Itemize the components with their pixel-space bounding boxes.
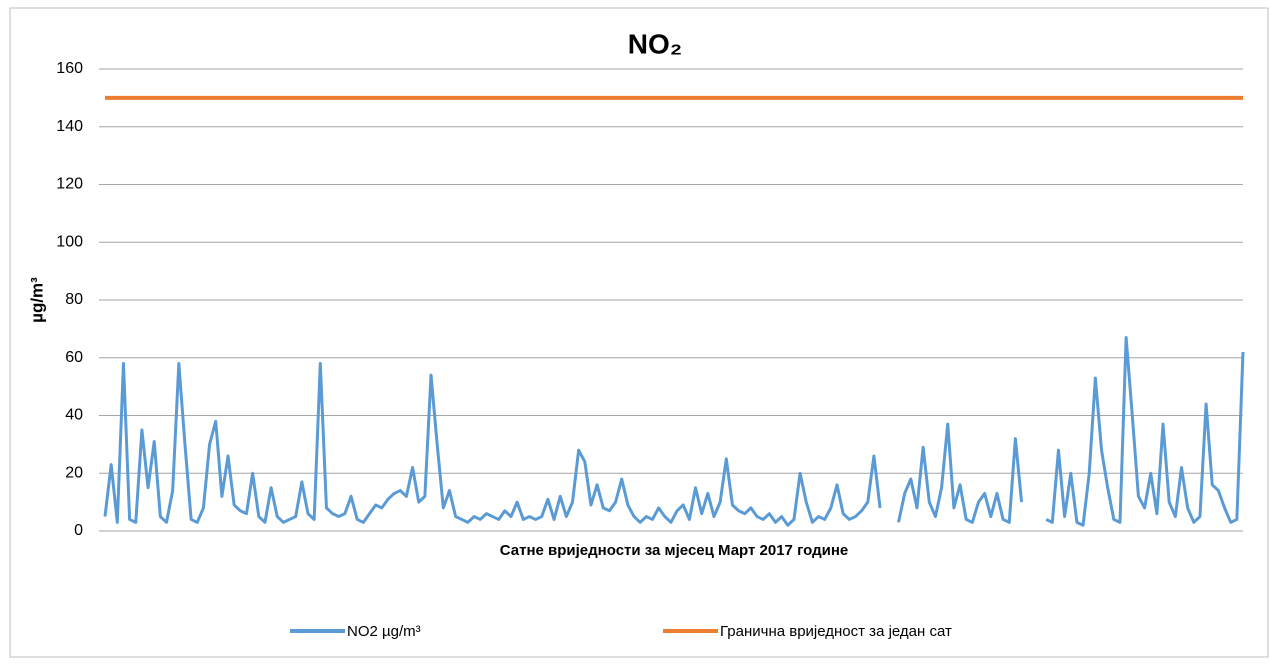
y-axis-label: µg/m³ [27,277,46,323]
y-tick-label: 140 [56,118,83,135]
y-tick-label: 100 [56,233,83,250]
y-tick-label: 80 [65,291,83,308]
y-tick-label: 40 [65,407,83,424]
y-tick-label: 120 [56,176,83,193]
chart-title: NO₂ [628,28,682,59]
legend-label: NO2 µg/m³ [347,623,421,640]
data-line [103,362,882,527]
chart-border [9,7,1269,658]
data-line [897,422,1024,524]
y-tick-label: 0 [74,522,83,539]
legend-label: Гранична вриједност за један сат [720,623,952,640]
x-axis-label: Сатне вриједности за мјесец Март 2017 го… [500,542,848,559]
y-tick-label: 60 [65,349,83,366]
data-line [1045,336,1245,527]
y-tick-label: 20 [65,464,83,481]
y-tick-label: 160 [56,60,83,77]
